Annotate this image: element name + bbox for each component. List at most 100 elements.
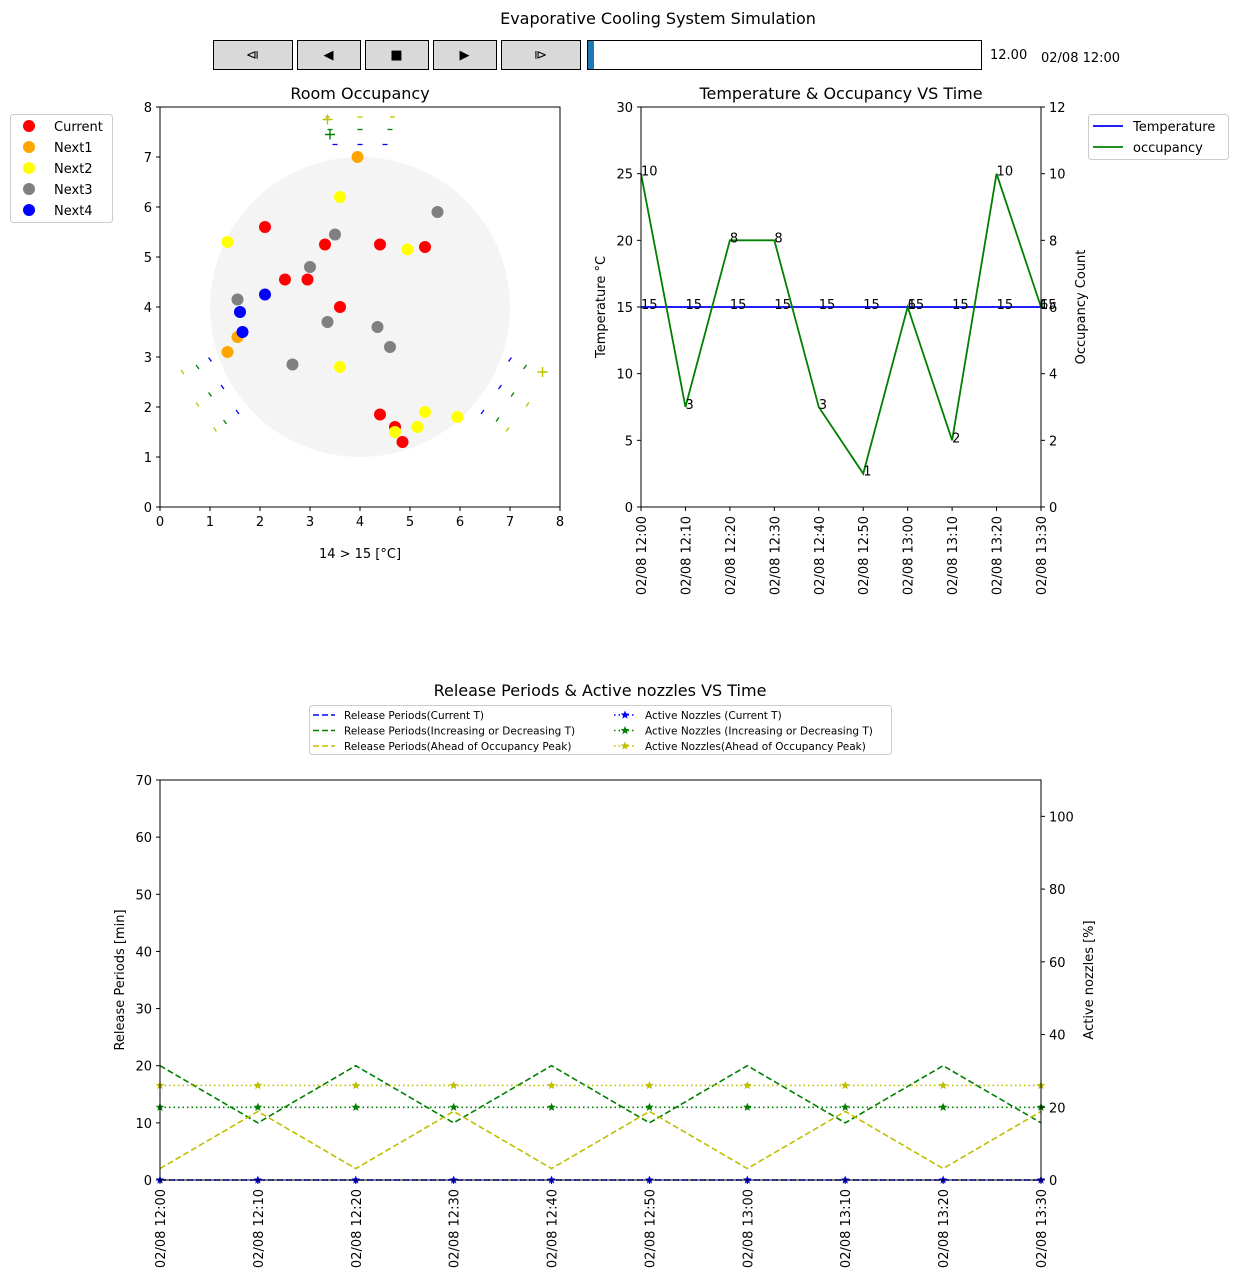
chart-title: Release Periods & Active nozzles VS Time bbox=[434, 681, 767, 700]
x-tick-label: 02/08 12:10 bbox=[252, 1189, 267, 1268]
y2-tick-label: 0 bbox=[1049, 1174, 1057, 1189]
play-button[interactable] bbox=[433, 40, 497, 70]
marker-active-nozzles-increasing-or-decreasing-t bbox=[547, 1102, 556, 1111]
point-next2 bbox=[334, 361, 346, 373]
line-release-periods-increasing-or-decreasing-t bbox=[159, 1064, 1042, 1124]
nozzle-mark bbox=[195, 364, 200, 370]
line-occupancy bbox=[640, 173, 1042, 476]
x-tick-label: 02/08 13:20 bbox=[937, 1189, 952, 1268]
step-forward-button-label[interactable]: ⧐ bbox=[534, 48, 547, 63]
data-label-temperature: 15 bbox=[908, 298, 925, 313]
y2-tick-label: 6 bbox=[1049, 301, 1057, 316]
chart-title: Temperature & Occupancy VS Time bbox=[698, 84, 982, 103]
legend-label-current: Current bbox=[54, 120, 103, 135]
legend-label-occupancy: occupancy bbox=[1133, 141, 1203, 156]
legend-marker-active-nozzles-ahead-of-occupancy-peak bbox=[620, 741, 630, 750]
point-current bbox=[396, 436, 409, 448]
legend: Release Periods(Current T) Release Period… bbox=[309, 705, 892, 755]
data-label-temperature: 15 bbox=[863, 298, 880, 313]
x-tick-label: 02/08 12:20 bbox=[350, 1189, 365, 1268]
data-label-occupancy: 8 bbox=[774, 231, 782, 246]
legend-label-next2: Next2 bbox=[54, 162, 93, 177]
y-tick-label: 40 bbox=[135, 945, 152, 960]
y-tick-label: 10 bbox=[616, 368, 633, 383]
slider-time-label: 02/08 12:00 bbox=[1041, 51, 1120, 66]
data-label-occupancy: 1 bbox=[863, 465, 871, 480]
data-label-temperature: 15 bbox=[997, 298, 1014, 313]
nozzle-mark bbox=[495, 417, 500, 422]
nozzle-mark bbox=[180, 369, 185, 375]
legend-box bbox=[309, 705, 892, 755]
y-tick-label: 7 bbox=[144, 151, 152, 166]
y-tick-label: 4 bbox=[144, 301, 152, 316]
nozzle-mark bbox=[220, 384, 225, 390]
play-button-label[interactable]: ▶ bbox=[460, 48, 470, 63]
x-axis-label: 14 > 15 [°C] bbox=[319, 547, 401, 562]
y-tick-label: 0 bbox=[144, 1174, 152, 1189]
y2-tick-label: 12 bbox=[1049, 101, 1066, 116]
point-next3 bbox=[286, 358, 299, 371]
step-back-button-label[interactable]: ⧏ bbox=[246, 48, 259, 63]
y-tick-label: 30 bbox=[616, 101, 633, 116]
nozzle-mark bbox=[235, 409, 240, 415]
x-tick-label: 7 bbox=[506, 515, 514, 530]
legend-marker-next4 bbox=[23, 204, 35, 216]
nozzle-mark bbox=[195, 402, 200, 407]
y2-tick-label: 40 bbox=[1049, 1029, 1066, 1044]
y-tick-label: 50 bbox=[135, 888, 152, 903]
y-tick-label: 2 bbox=[144, 401, 152, 416]
point-next3 bbox=[321, 316, 334, 328]
stop-button[interactable] bbox=[365, 40, 429, 70]
legend: Current Next1 Next2 Next3 Next4 bbox=[10, 114, 113, 223]
legend-label-release-periods-ahead-of-occupancy-peak: Release Periods(Ahead of Occupancy Peak) bbox=[344, 741, 571, 753]
y2-tick-label: 4 bbox=[1049, 368, 1057, 383]
x-tick-label: 6 bbox=[456, 515, 464, 530]
legend-label-active-nozzles-current-t: Active Nozzles (Current T) bbox=[645, 710, 782, 722]
point-next1 bbox=[351, 151, 364, 163]
step-forward-button[interactable] bbox=[501, 40, 581, 70]
marker-active-nozzles-increasing-or-decreasing-t bbox=[938, 1102, 948, 1111]
y2-tick-label: 20 bbox=[1049, 1101, 1066, 1116]
legend-label-release-periods-increasing-or-decreasing-t: Release Periods(Increasing or Decreasing… bbox=[344, 726, 575, 738]
nozzle-mark bbox=[223, 419, 227, 425]
marker-active-nozzles-ahead-of-occupancy-peak bbox=[351, 1080, 361, 1090]
x-tick-label: 02/08 13:00 bbox=[741, 1189, 756, 1268]
point-next2 bbox=[451, 411, 464, 423]
y2-tick-label: 2 bbox=[1049, 434, 1057, 449]
play-reverse-button-label[interactable]: ◀ bbox=[324, 48, 334, 63]
nozzle-mark bbox=[508, 357, 512, 362]
y-tick-label: 8 bbox=[144, 101, 152, 116]
step-back-button[interactable] bbox=[213, 40, 293, 70]
time-slider[interactable] bbox=[587, 40, 982, 70]
point-next3 bbox=[371, 321, 384, 333]
marker-active-nozzles-increasing-or-decreasing-t bbox=[743, 1102, 752, 1111]
point-next4 bbox=[234, 306, 246, 318]
point-current bbox=[419, 241, 431, 253]
legend-label-next4: Next4 bbox=[54, 204, 93, 219]
x-tick-label: 02/08 12:50 bbox=[643, 1189, 658, 1268]
time-slider-handle[interactable] bbox=[588, 41, 594, 69]
x-tick-label: 02/08 13:00 bbox=[902, 516, 917, 595]
legend-marker-current bbox=[23, 120, 35, 132]
playback-controls: ⧏ ◀ ■ ▶ ⧐ 12.00 02/08 12:00 bbox=[213, 40, 1120, 70]
nozzle-mark bbox=[510, 392, 515, 397]
room-circle bbox=[210, 157, 510, 457]
data-label-temperature: 15 bbox=[952, 298, 969, 313]
y-tick-label: 1 bbox=[144, 451, 152, 466]
marker-active-nozzles-increasing-or-decreasing-t bbox=[840, 1102, 850, 1111]
play-reverse-button[interactable] bbox=[297, 40, 361, 70]
y-axis-label: Temperature °C bbox=[594, 256, 609, 359]
legend-label-release-periods-current-t: Release Periods(Current T) bbox=[344, 710, 484, 722]
point-current bbox=[301, 273, 314, 286]
stop-button-label[interactable]: ■ bbox=[390, 48, 402, 63]
marker-active-nozzles-ahead-of-occupancy-peak bbox=[645, 1080, 654, 1090]
marker-active-nozzles-increasing-or-decreasing-t bbox=[351, 1102, 361, 1111]
nozzle-mark bbox=[208, 392, 212, 397]
marker-active-nozzles-increasing-or-decreasing-t bbox=[449, 1102, 458, 1111]
chart-title: Room Occupancy bbox=[290, 84, 429, 103]
data-label-temperature: 15 bbox=[685, 298, 702, 313]
x-tick-label: 1 bbox=[206, 515, 214, 530]
data-label-occupancy: 10 bbox=[997, 165, 1014, 180]
y-tick-label: 30 bbox=[135, 1003, 152, 1018]
y2-tick-label: 80 bbox=[1049, 883, 1066, 898]
